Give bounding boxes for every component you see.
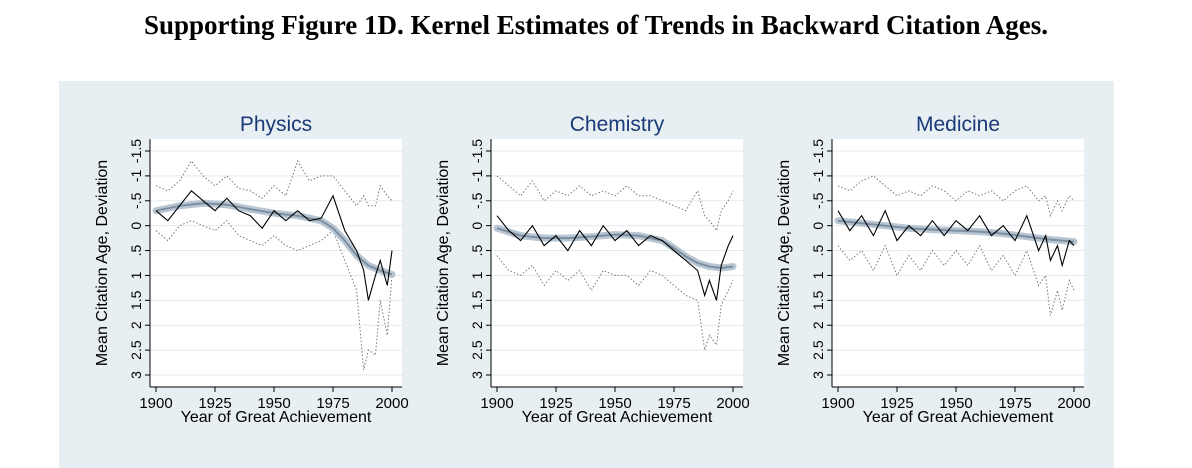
y-tick-label: 1 (810, 271, 826, 279)
trend-line (496, 227, 734, 269)
y-tick-label: -.5 (128, 192, 144, 209)
x-tick-label: 1925 (880, 395, 913, 412)
y-tick-label: -1.5 (469, 139, 485, 163)
subplot-title: Physics (240, 113, 312, 136)
x-tick-label: 1975 (657, 395, 690, 412)
y-tick-label: 0 (469, 222, 485, 230)
y-tick-label: .5 (469, 245, 485, 257)
y-axis-label: Mean Citation Age, Deviation (435, 160, 452, 366)
x-tick-label: 2000 (716, 395, 749, 412)
x-tick-label: 1950 (598, 395, 631, 412)
y-tick-label: 1.5 (128, 290, 144, 310)
y-tick-label: 0 (810, 222, 826, 230)
y-tick-label: -1.5 (810, 139, 826, 163)
x-tick-label: 1925 (198, 395, 231, 412)
x-axis-label: Year of Great Achievement (522, 409, 713, 426)
upper-bound-line (155, 159, 393, 207)
x-tick-label: 1900 (821, 395, 854, 412)
y-tick-label: 2 (810, 321, 826, 329)
x-tick-label: 1975 (998, 395, 1031, 412)
figure-title: Supporting Figure 1D. Kernel Estimates o… (143, 10, 1049, 40)
y-tick-label: -1 (810, 169, 826, 182)
y-axis-label: Mean Citation Age, Deviation (776, 160, 793, 366)
subplot-title: Medicine (916, 113, 1000, 136)
y-tick-label: 1 (469, 271, 485, 279)
y-tick-label: 2.5 (128, 340, 144, 360)
y-tick-label: .5 (128, 245, 144, 257)
x-tick-label: 1975 (316, 395, 349, 412)
lower-bound-line (496, 255, 734, 351)
observed-line (155, 190, 393, 301)
observed-line (496, 215, 734, 301)
y-tick-label: -.5 (810, 192, 826, 209)
y-tick-label: 3 (469, 371, 485, 379)
y-tick-label: 2.5 (469, 340, 485, 360)
x-axis-label: Year of Great Achievement (863, 409, 1054, 426)
x-tick-label: 2000 (375, 395, 408, 412)
y-axis-label: Mean Citation Age, Deviation (94, 160, 111, 366)
y-tick-label: 2.5 (810, 340, 826, 360)
lower-bound-line (837, 244, 1075, 316)
x-tick-label: 1950 (257, 395, 290, 412)
upper-bound-line (837, 175, 1075, 218)
y-tick-label: 3 (128, 371, 144, 379)
observed-line (837, 209, 1075, 268)
y-tick-label: 0 (128, 222, 144, 230)
x-tick-label: 1950 (939, 395, 972, 412)
y-tick-label: -.5 (469, 192, 485, 209)
y-tick-label: 1 (128, 271, 144, 279)
y-tick-label: 2 (469, 321, 485, 329)
x-tick-label: 1900 (139, 395, 172, 412)
subplot-medicine: -1.5 -1 -.5 0 .5 1 1.5 2 2.5 3 1900 1925 1950 1975 200… (776, 113, 1091, 426)
x-tick-label: 2000 (1057, 395, 1090, 412)
y-tick-label: -1 (128, 169, 144, 182)
plot-panel: -1.5 -1 -.5 0.5 1 1.5 2 2.5 3 1900 1925 1950 1975 200… (59, 81, 1114, 468)
y-tick-label: 2 (128, 321, 144, 329)
y-tick-label: .5 (810, 245, 826, 257)
x-axis-label: Year of Great Achievement (181, 409, 372, 426)
x-tick-label: 1900 (480, 395, 513, 412)
y-tick-label: 3 (810, 371, 826, 379)
y-tick-label: -1 (469, 169, 485, 182)
subplot-title: Chemistry (570, 113, 665, 136)
plot-area (832, 139, 1084, 387)
x-tick-label: 1925 (539, 395, 572, 412)
subplot-chemistry: -1.5 -1 -.5 0 .5 1 1.5 2 2.5 3 1900 1925 1950 1975 200… (435, 113, 750, 426)
plot-area (150, 139, 402, 387)
subplot-physics: -1.5 -1 -.5 0 .5 1 1.5 2 2.5 3 1900 1925 1950 1975 200… (94, 113, 409, 426)
y-tick-label: 1.5 (810, 290, 826, 310)
y-tick-label: -1.5 (128, 139, 144, 163)
y-tick-label: 1.5 (469, 290, 485, 310)
